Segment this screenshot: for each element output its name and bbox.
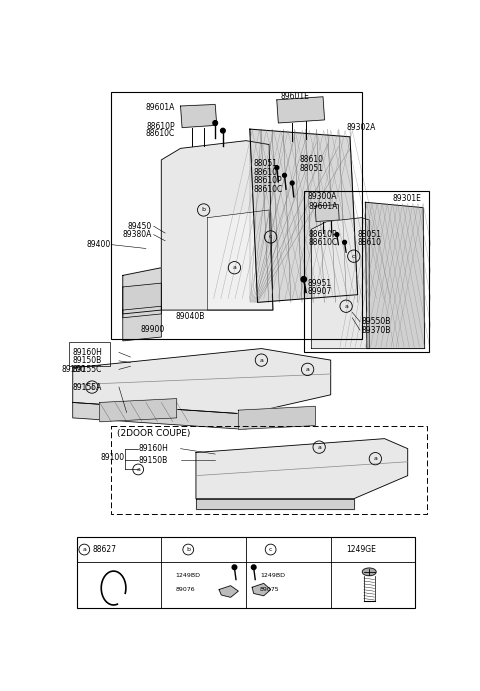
- Text: 89450: 89450: [128, 222, 152, 231]
- Polygon shape: [238, 406, 315, 429]
- Circle shape: [343, 240, 347, 244]
- Text: 89601A: 89601A: [146, 103, 175, 112]
- Text: a: a: [90, 385, 94, 390]
- Polygon shape: [250, 129, 358, 303]
- Circle shape: [283, 173, 287, 178]
- Circle shape: [213, 121, 217, 125]
- Text: a: a: [232, 265, 236, 270]
- Text: c: c: [269, 234, 272, 239]
- Circle shape: [290, 181, 294, 185]
- Polygon shape: [277, 97, 324, 123]
- Bar: [77, 537, 415, 608]
- Polygon shape: [219, 586, 238, 597]
- Text: a: a: [136, 467, 140, 472]
- Text: 89150B: 89150B: [138, 456, 168, 465]
- Text: 88051: 88051: [358, 230, 382, 239]
- Polygon shape: [207, 210, 273, 310]
- Circle shape: [275, 166, 279, 169]
- Text: 89300A: 89300A: [308, 191, 337, 200]
- Text: 88610P: 88610P: [254, 176, 282, 185]
- Text: 89907: 89907: [308, 287, 332, 296]
- Circle shape: [301, 276, 306, 282]
- Polygon shape: [252, 583, 271, 596]
- Circle shape: [221, 129, 225, 133]
- Text: 88610P: 88610P: [308, 230, 337, 239]
- Ellipse shape: [362, 568, 376, 576]
- Text: a: a: [317, 444, 321, 450]
- Text: 89370B: 89370B: [361, 325, 391, 334]
- Text: 89601E: 89601E: [281, 93, 310, 102]
- Text: (2DOOR COUPE): (2DOOR COUPE): [117, 429, 190, 438]
- Polygon shape: [365, 202, 425, 348]
- Text: 89400: 89400: [86, 240, 110, 249]
- Text: 89075: 89075: [260, 587, 279, 592]
- Text: a: a: [373, 456, 377, 461]
- Text: 89160H: 89160H: [138, 444, 168, 453]
- Text: 89380A: 89380A: [123, 230, 152, 239]
- Polygon shape: [180, 104, 217, 128]
- Text: 1249BD: 1249BD: [175, 574, 200, 578]
- Text: 88051: 88051: [254, 159, 278, 169]
- Polygon shape: [123, 267, 161, 314]
- Polygon shape: [123, 283, 161, 318]
- Text: 89155A: 89155A: [73, 383, 102, 392]
- Text: 89951: 89951: [308, 278, 332, 287]
- Text: 89900: 89900: [141, 325, 165, 334]
- Polygon shape: [196, 439, 408, 499]
- Text: 89160H: 89160H: [73, 348, 103, 357]
- Text: 88610C: 88610C: [254, 184, 283, 193]
- Text: 89100: 89100: [61, 365, 85, 374]
- Text: c: c: [352, 254, 356, 258]
- Text: a: a: [306, 367, 310, 372]
- Text: a: a: [344, 304, 348, 309]
- Text: 89150B: 89150B: [73, 357, 102, 366]
- Text: c: c: [269, 547, 272, 552]
- Circle shape: [335, 233, 339, 236]
- Text: 88610P: 88610P: [146, 122, 175, 131]
- Text: a: a: [260, 358, 264, 363]
- Bar: [111, 92, 361, 339]
- Text: 88627: 88627: [92, 545, 116, 554]
- Text: 89302A: 89302A: [346, 123, 375, 132]
- Text: 89301E: 89301E: [393, 194, 421, 203]
- Text: a: a: [83, 547, 86, 552]
- Text: 88051: 88051: [300, 164, 324, 173]
- Text: 89601A: 89601A: [308, 202, 338, 211]
- Text: 89100: 89100: [100, 453, 124, 462]
- Polygon shape: [196, 499, 354, 509]
- Text: 89040B: 89040B: [175, 312, 204, 321]
- Text: 1249BD: 1249BD: [260, 574, 285, 578]
- Polygon shape: [73, 348, 331, 414]
- Bar: [69, 343, 110, 366]
- Bar: [304, 191, 429, 352]
- Text: 88610C: 88610C: [308, 238, 337, 247]
- Text: 1249GE: 1249GE: [347, 545, 376, 554]
- Text: 88610: 88610: [300, 155, 324, 164]
- Text: 89076: 89076: [175, 587, 195, 592]
- Text: 88610: 88610: [358, 238, 382, 247]
- Text: 89155C: 89155C: [73, 365, 102, 374]
- Text: b: b: [202, 207, 205, 212]
- Text: b: b: [186, 547, 190, 552]
- Text: 88610C: 88610C: [146, 129, 175, 138]
- Circle shape: [252, 565, 256, 569]
- Polygon shape: [73, 402, 246, 429]
- Polygon shape: [315, 205, 339, 222]
- Polygon shape: [161, 141, 273, 310]
- Text: 88610: 88610: [254, 168, 278, 177]
- Bar: [111, 426, 427, 514]
- Polygon shape: [312, 218, 369, 348]
- Polygon shape: [100, 399, 177, 422]
- Polygon shape: [123, 306, 161, 341]
- Circle shape: [232, 565, 237, 569]
- Text: 89550B: 89550B: [361, 317, 391, 326]
